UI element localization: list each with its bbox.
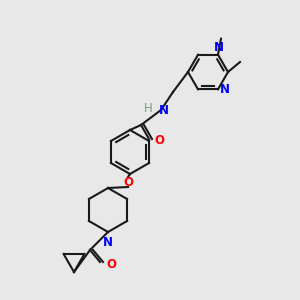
- Text: N: N: [159, 103, 169, 116]
- Text: N: N: [220, 83, 230, 96]
- Text: O: O: [154, 134, 164, 148]
- Text: N: N: [103, 236, 113, 249]
- Text: O: O: [106, 259, 116, 272]
- Text: H: H: [144, 101, 153, 115]
- Text: O: O: [123, 176, 133, 188]
- Text: N: N: [214, 41, 224, 54]
